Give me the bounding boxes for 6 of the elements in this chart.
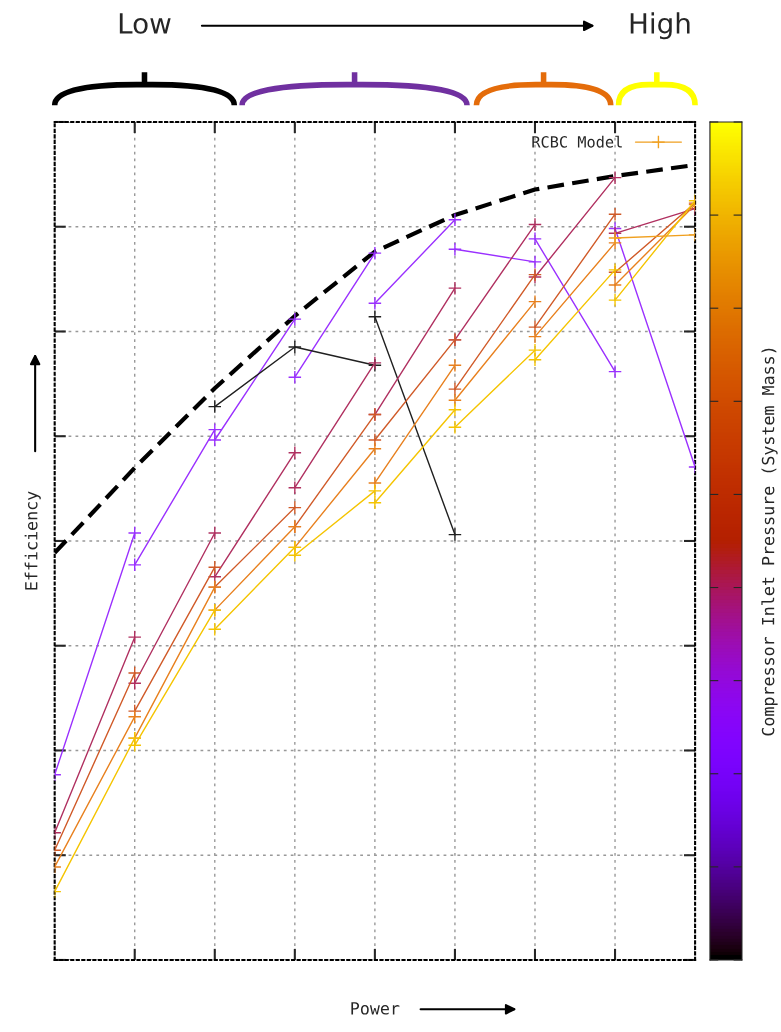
x-axis-title: Power	[351, 1002, 400, 1015]
legend-label: RCBC Model	[532, 135, 622, 148]
text: High	[630, 12, 690, 40]
text: Low	[119, 13, 171, 34]
color-bar-title: Compressor Inlet Pressure (System Mass)	[761, 348, 778, 736]
y-axis-title: Efficiency	[24, 491, 41, 590]
